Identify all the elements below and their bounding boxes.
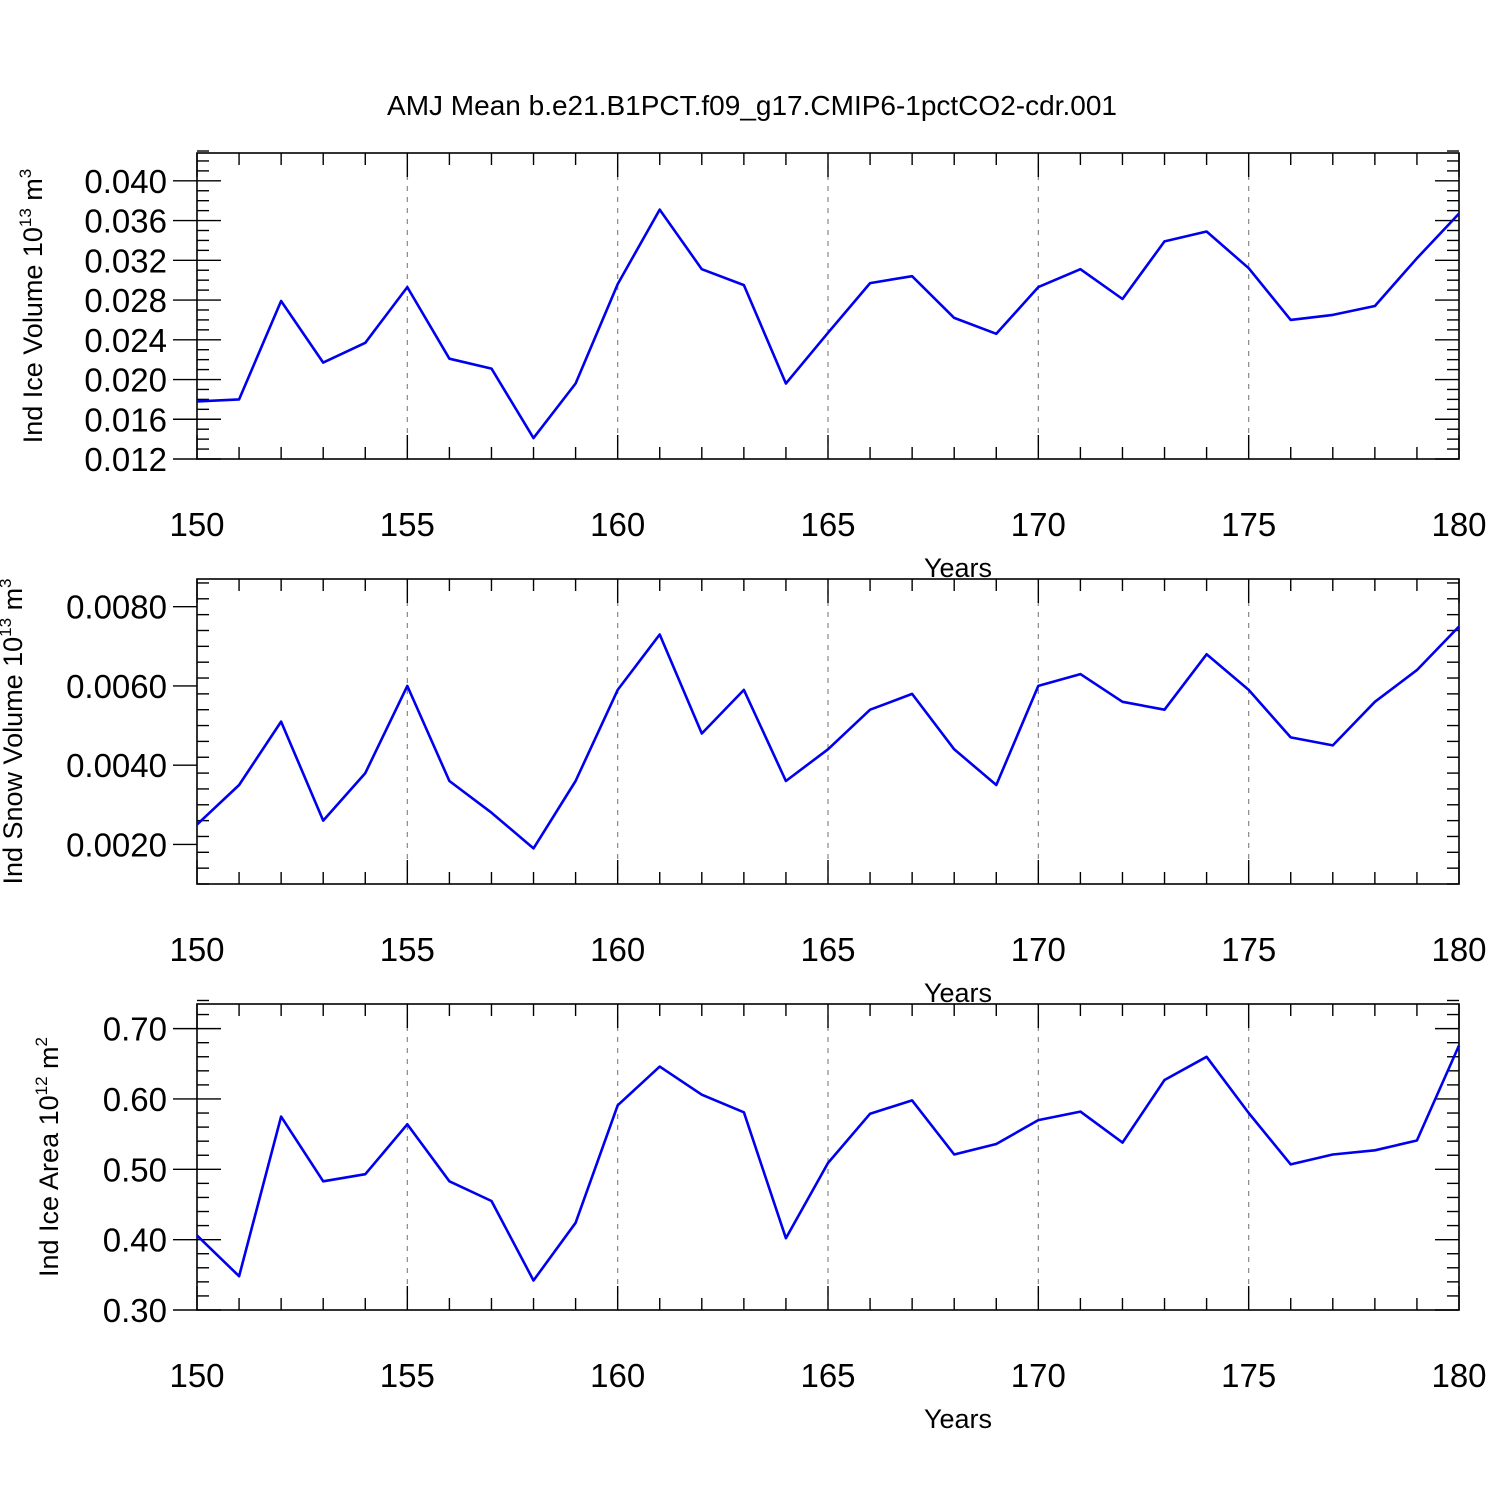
chart-panel-3: 0.30 0.40 0.50 0.60 0.70 150 155 160 165 170 175 18… (32, 999, 1487, 1434)
x-tick-label: 175 (1221, 931, 1276, 968)
y-tick-label: 0.032 (84, 242, 167, 279)
y-tick-label: 0.0060 (66, 668, 167, 705)
y-axis-label-unit-exponent: 3 (0, 578, 15, 587)
x-tick-label: 150 (169, 506, 224, 543)
x-tick-label: 160 (590, 931, 645, 968)
y-tick-label: 0.0020 (66, 826, 167, 863)
y-tick-label: 0.30 (103, 1292, 167, 1329)
y-tick-label: 0.016 (84, 401, 167, 438)
y-tick-label: 0.60 (103, 1081, 167, 1118)
x-tick-label: 165 (800, 1357, 855, 1394)
y-axis-label: Ind Ice Volume 1013 m3 (16, 169, 48, 444)
x-tick-label: 160 (590, 506, 645, 543)
y-axis-label-exponent: 12 (32, 1076, 51, 1095)
y-tick-label: 0.0080 (66, 589, 167, 626)
x-tick-label: 150 (169, 1357, 224, 1394)
series-line (196, 1044, 1461, 1282)
x-axis-label: Years (924, 1404, 992, 1434)
y-tick-label: 0.40 (103, 1222, 167, 1259)
x-tick-label: 175 (1221, 506, 1276, 543)
x-tick-label: 165 (800, 506, 855, 543)
y-axis-label-unit: m (18, 178, 48, 208)
x-tick-label: 170 (1011, 1357, 1066, 1394)
x-tick-label: 180 (1431, 1357, 1486, 1394)
x-tick-label: 170 (1011, 506, 1066, 543)
y-axis-label-unit: m (34, 1046, 64, 1076)
y-axis-label: Ind Snow Volume 1013 m3 (0, 578, 28, 884)
y-tick-label: 0.70 (103, 1011, 167, 1048)
x-tick-label: 175 (1221, 1357, 1276, 1394)
chart-panel-1: 0.0120.0160.0200.0240.0280.0320.0360.040… (16, 150, 1487, 583)
x-tick-label: 155 (380, 506, 435, 543)
y-tick-label: 0.020 (84, 362, 167, 399)
y-axis-label-exponent: 13 (0, 618, 15, 637)
series-line (196, 208, 1460, 440)
y-tick-label: 0.040 (84, 163, 167, 200)
x-tick-label: 150 (169, 931, 224, 968)
chart-panel-2: 0.0020 0.0040 0.0060 0.0080 150 155 160 165 170 1… (0, 578, 1487, 1008)
y-axis-label-unit-exponent: 2 (32, 1037, 51, 1046)
x-tick-label: 180 (1431, 931, 1486, 968)
series-line (196, 625, 1460, 850)
x-axis-label: Years (924, 553, 992, 583)
y-axis-label-base: Ind Snow Volume 10 (0, 637, 28, 885)
y-tick-label: 0.50 (103, 1151, 167, 1188)
x-axis-label: Years (924, 978, 992, 1008)
y-axis-label-exponent: 13 (16, 208, 35, 227)
y-axis-label: Ind Ice Area 1012 m2 (32, 1037, 64, 1277)
y-axis-label-unit-exponent: 3 (16, 169, 35, 178)
y-tick-label: 0.036 (84, 203, 167, 240)
x-tick-label: 155 (380, 1357, 435, 1394)
y-tick-label: 0.024 (84, 322, 167, 359)
figure-title: AMJ Mean b.e21.B1PCT.f09_g17.CMIP6-1pctC… (387, 90, 1117, 121)
y-axis-label-unit: m (0, 588, 28, 618)
y-tick-label: 0.012 (84, 441, 167, 478)
y-axis-label-base: Ind Ice Area 10 (34, 1095, 64, 1277)
y-tick-label: 0.0040 (66, 747, 167, 784)
y-axis-label-base: Ind Ice Volume 10 (18, 227, 48, 443)
x-tick-label: 155 (380, 931, 435, 968)
x-tick-label: 165 (800, 931, 855, 968)
x-tick-label: 170 (1011, 931, 1066, 968)
x-tick-label: 180 (1431, 506, 1486, 543)
x-tick-label: 160 (590, 1357, 645, 1394)
y-tick-label: 0.028 (84, 282, 167, 319)
